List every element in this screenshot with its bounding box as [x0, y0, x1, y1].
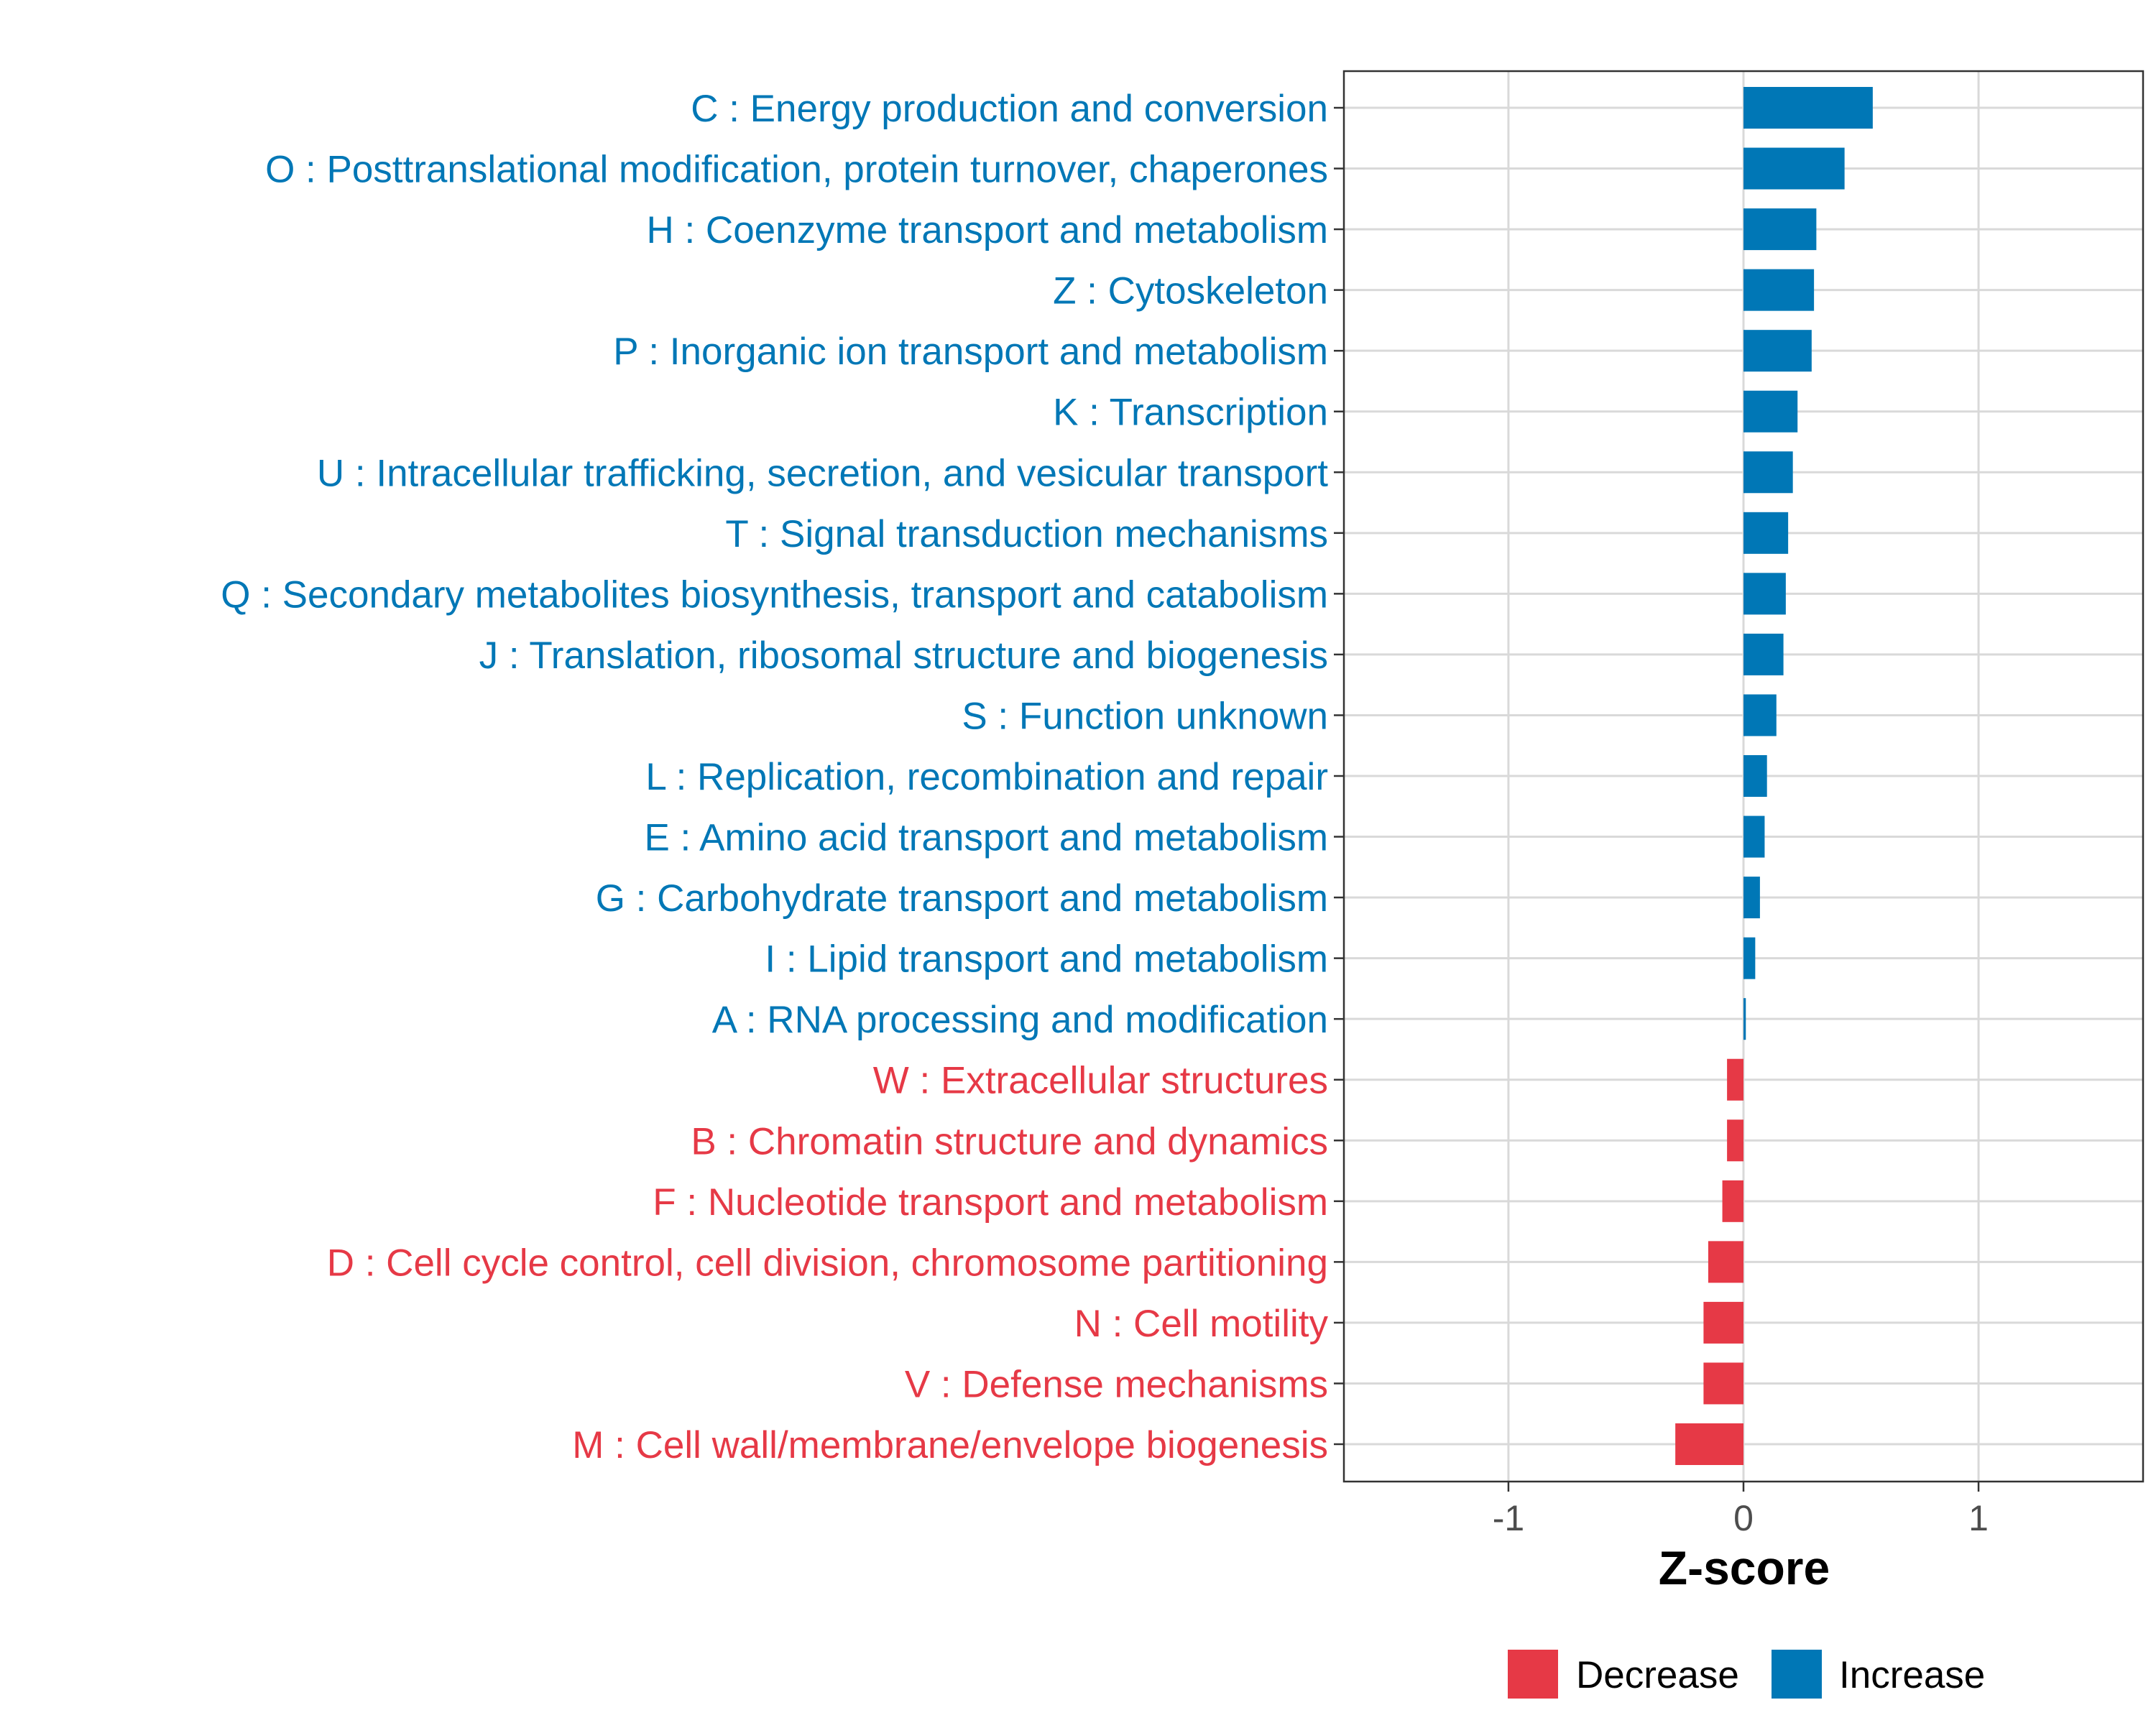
- category-label-a: A : RNA processing and modification: [712, 999, 1328, 1041]
- bar-k: [1743, 390, 1798, 433]
- bar-n: [1703, 1301, 1743, 1344]
- category-label-z: Z : Cytoskeleton: [1053, 270, 1328, 313]
- category-label-t: T : Signal transduction mechanisms: [725, 513, 1328, 555]
- bar-c: [1743, 87, 1873, 129]
- category-label-j: J : Translation, ribosomal structure and…: [479, 634, 1328, 677]
- category-label-i: I : Lipid transport and metabolism: [765, 938, 1328, 981]
- category-label-e: E : Amino acid transport and metabolism: [644, 817, 1328, 859]
- category-label-g: G : Carbohydrate transport and metabolis…: [596, 877, 1328, 920]
- bar-e: [1743, 816, 1765, 858]
- category-label-s: S : Function unknown: [962, 695, 1328, 737]
- bar-v: [1703, 1362, 1743, 1405]
- bar-a: [1743, 998, 1746, 1040]
- bar-d: [1708, 1241, 1743, 1283]
- category-label-c: C : Energy production and conversion: [691, 88, 1328, 130]
- category-label-p: P : Inorganic ion transport and metaboli…: [613, 331, 1328, 373]
- bar-t: [1743, 512, 1789, 554]
- bar-s: [1743, 694, 1777, 736]
- category-label-b: B : Chromatin structure and dynamics: [691, 1120, 1328, 1163]
- category-label-k: K : Transcription: [1053, 392, 1328, 434]
- legend-swatch-increase: [1772, 1650, 1822, 1699]
- category-label-m: M : Cell wall/membrane/envelope biogenes…: [572, 1424, 1328, 1466]
- legend-label-decrease: Decrease: [1576, 1654, 1739, 1696]
- bar-j: [1743, 633, 1784, 675]
- category-label-d: D : Cell cycle control, cell division, c…: [327, 1242, 1328, 1284]
- bar-p: [1743, 330, 1812, 372]
- bar-f: [1722, 1180, 1743, 1222]
- category-label-v: V : Defense mechanisms: [905, 1363, 1328, 1405]
- legend-swatch-decrease: [1508, 1650, 1558, 1699]
- legend-label-increase: Increase: [1839, 1654, 1985, 1696]
- bar-l: [1743, 755, 1767, 797]
- category-label-q: Q : Secondary metabolites biosynthesis, …: [221, 573, 1328, 616]
- category-label-h: H : Coenzyme transport and metabolism: [646, 209, 1328, 251]
- x-axis-title: Z-score: [1659, 1541, 1830, 1594]
- category-label-w: W : Extracellular structures: [873, 1060, 1328, 1102]
- x-tick-label: 1: [1968, 1498, 1989, 1538]
- bar-m: [1675, 1423, 1743, 1465]
- category-label-u: U : Intracellular trafficking, secretion…: [317, 452, 1328, 494]
- bar-z: [1743, 269, 1815, 311]
- x-tick-label: -1: [1493, 1498, 1524, 1538]
- category-label-l: L : Replication, recombination and repai…: [645, 756, 1328, 798]
- bar-h: [1743, 208, 1817, 251]
- bar-q: [1743, 573, 1786, 615]
- bar-o: [1743, 147, 1845, 190]
- bar-w: [1727, 1058, 1743, 1101]
- category-label-f: F : Nucleotide transport and metabolism: [653, 1181, 1328, 1224]
- x-tick-label: 0: [1733, 1498, 1754, 1538]
- category-label-o: O : Posttranslational modification, prot…: [265, 149, 1328, 191]
- category-label-n: N : Cell motility: [1074, 1303, 1329, 1345]
- bar-u: [1743, 451, 1793, 494]
- legend: Decrease Increase: [1508, 1650, 1985, 1699]
- bar-b: [1727, 1119, 1743, 1162]
- bar-g: [1743, 877, 1760, 919]
- bar-i: [1743, 937, 1756, 979]
